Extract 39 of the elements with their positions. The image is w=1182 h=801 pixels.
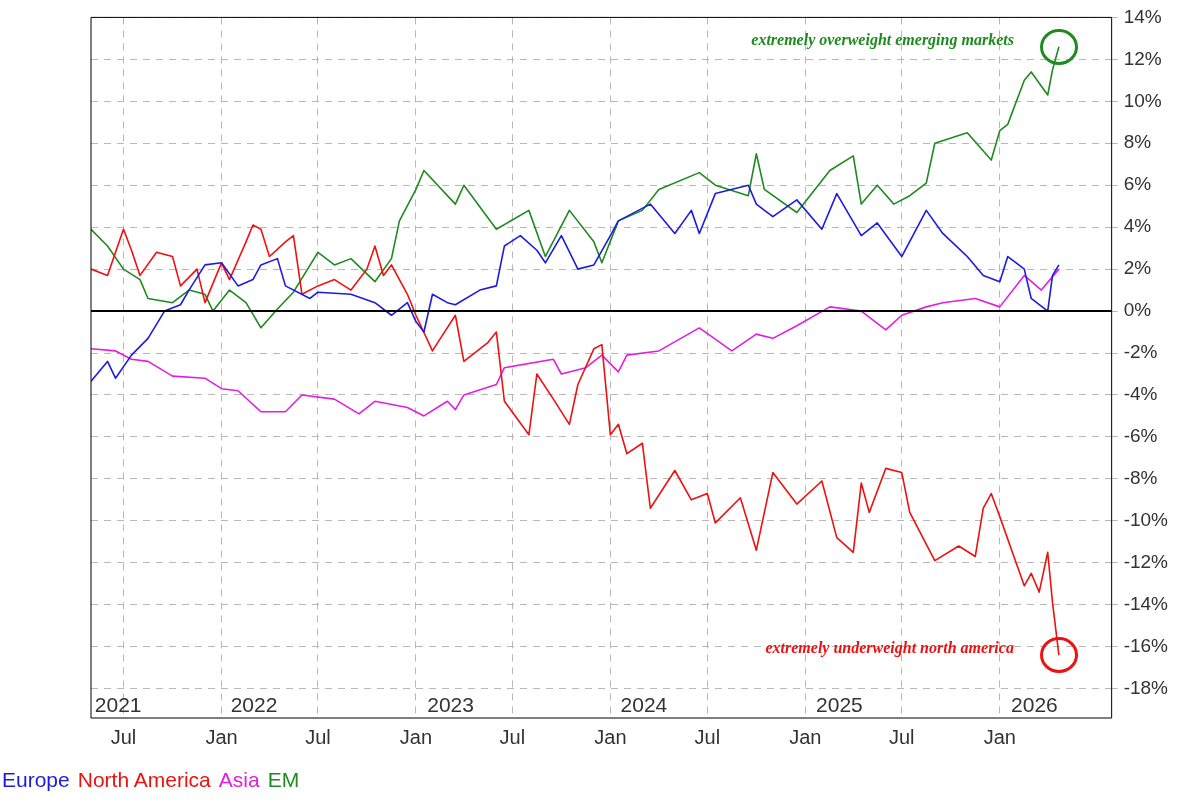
x-tick-label: Jan <box>983 725 1016 748</box>
x-tick-label: Jan <box>594 725 627 748</box>
y-tick-label: -6% <box>1123 425 1158 447</box>
y-tick-label: -14% <box>1123 592 1169 614</box>
x2-tick-label: 2023 <box>427 693 474 717</box>
y-tick-label: -4% <box>1123 383 1158 405</box>
text: Asia <box>218 768 260 792</box>
y-tick-label: -12% <box>1123 551 1169 573</box>
x2-tick-label: 2024 <box>620 693 668 717</box>
y-tick-label: -8% <box>1123 467 1158 489</box>
x2-tick-label: 2022 <box>230 693 278 717</box>
x2-tick-label: 2025 <box>816 693 863 717</box>
annotation: extremely overweight emerging markets <box>751 30 1014 49</box>
text: Europe <box>2 768 70 792</box>
y-tick-label: -10% <box>1123 509 1169 531</box>
y-tick-label: 0% <box>1123 299 1152 321</box>
x-tick-label: Jul <box>694 725 721 748</box>
y-tick-label: 12% <box>1123 47 1162 69</box>
text: EM <box>267 768 300 792</box>
y-tick-label: 6% <box>1123 173 1152 195</box>
x-tick-label: Jan <box>399 725 433 748</box>
x-tick-label: Jul <box>888 725 915 748</box>
y-tick-label: -2% <box>1123 341 1158 363</box>
y-tick-label: 2% <box>1123 257 1152 279</box>
y-tick-label: 8% <box>1123 131 1152 153</box>
x-tick-label: Jan <box>205 725 238 748</box>
x2-tick-label: 2026 <box>1011 693 1058 717</box>
annotation: extremely underweight north america <box>765 639 1014 658</box>
y-tick-label: 14% <box>1123 5 1162 27</box>
x-tick-label: Jul <box>499 725 526 748</box>
x-tick-label: Jan <box>789 725 822 748</box>
y-tick-label: 10% <box>1123 89 1162 111</box>
x-tick-label: Jul <box>110 725 137 748</box>
y-tick-label: 4% <box>1123 215 1152 237</box>
text: North America <box>77 768 211 792</box>
y-tick-label: -18% <box>1123 676 1169 698</box>
y-tick-label: -16% <box>1123 634 1169 656</box>
x2-tick-label: 2021 <box>94 693 142 717</box>
x-tick-label: Jul <box>305 725 331 748</box>
